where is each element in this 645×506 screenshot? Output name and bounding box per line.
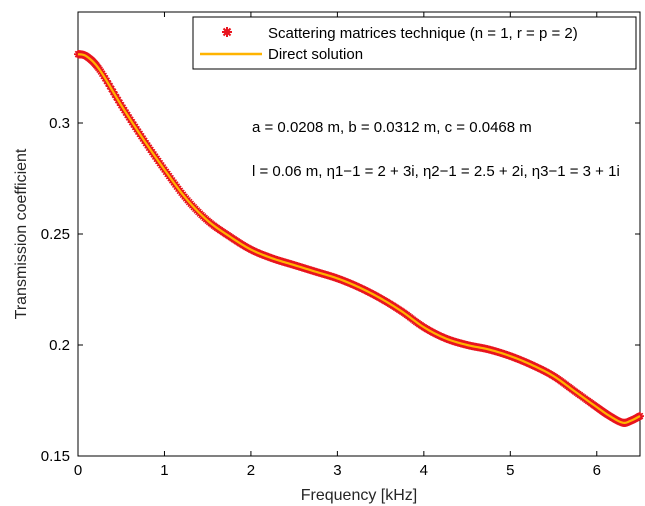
x-tick-label: 1 [160, 462, 168, 479]
legend-label-direct: Direct solution [268, 46, 363, 63]
legend-marker-scattering [222, 27, 232, 37]
x-tick-label: 4 [420, 462, 428, 479]
x-tick-label: 5 [506, 462, 514, 479]
x-tick-label: 6 [593, 462, 601, 479]
legend: Scattering matrices technique (n = 1, r … [192, 16, 637, 70]
y-tick-label: 0.3 [49, 115, 70, 132]
x-axis-label: Frequency [kHz] [301, 487, 417, 504]
series-layer [74, 50, 644, 427]
x-tick-label: 2 [247, 462, 255, 479]
annotation-dimensions: a = 0.0208 m, b = 0.0312 m, c = 0.0468 m [252, 119, 532, 136]
axis-ticks: 0 1 2 3 4 5 6 0.15 0.2 0.25 0.3 [41, 12, 640, 479]
y-tick-label: 0.15 [41, 448, 70, 465]
y-tick-label: 0.25 [41, 226, 70, 243]
series-direct-solution-line [77, 53, 641, 424]
x-tick-label: 3 [333, 462, 341, 479]
x-tick-label: 0 [74, 462, 82, 479]
plot-frame [77, 11, 641, 457]
y-axis-label: Transmission coefficient [13, 148, 30, 319]
annotation-parameters: l = 0.06 m, η1−1 = 2 + 3i, η2−1 = 2.5 + … [252, 163, 620, 180]
y-tick-label: 0.2 [49, 337, 70, 354]
legend-label-scattering: Scattering matrices technique (n = 1, r … [268, 25, 578, 42]
legend-box [192, 16, 637, 70]
